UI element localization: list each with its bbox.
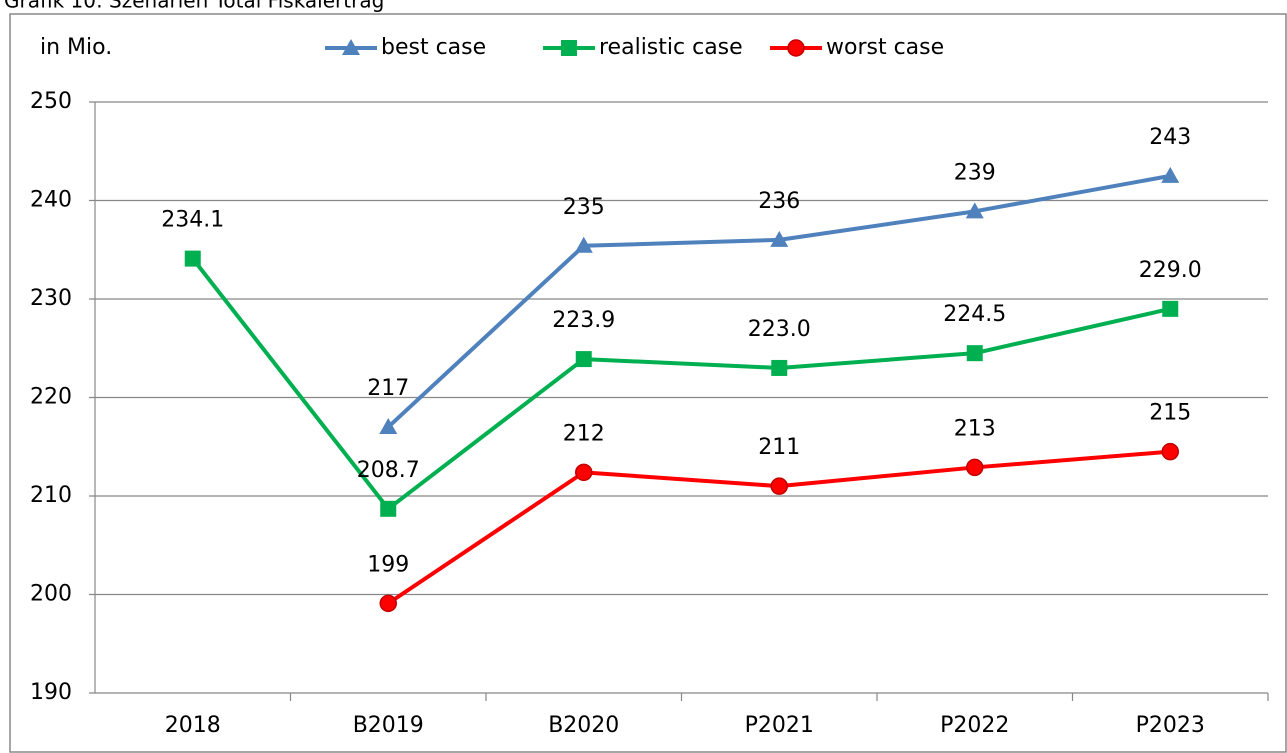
marker (184, 250, 201, 267)
data-label: 239 (954, 160, 996, 185)
marker (380, 500, 397, 517)
marker (379, 418, 398, 435)
marker (1161, 166, 1180, 183)
marker (575, 351, 592, 368)
series-line (191, 257, 1171, 511)
x-tick-label: 2018 (165, 713, 221, 738)
data-label: 215 (1149, 401, 1191, 426)
y-tick-label: 190 (30, 680, 72, 705)
legend-label: worst case (826, 35, 944, 60)
marker (575, 463, 593, 482)
legend-label: realistic case (599, 35, 743, 60)
marker (574, 236, 593, 253)
x-tick-label: P2023 (1136, 713, 1205, 738)
marker (965, 202, 984, 219)
legend-label: best case (381, 35, 486, 60)
y-tick-label: 240 (30, 188, 72, 213)
y-tick-label: 250 (30, 89, 72, 114)
data-label: 223.9 (552, 308, 615, 333)
data-label: 223.0 (748, 317, 811, 342)
data-label: 212 (563, 421, 605, 446)
data-label: 211 (758, 435, 800, 460)
marker (342, 39, 360, 55)
data-label: 217 (367, 376, 409, 401)
marker (966, 345, 983, 362)
y-tick-label: 210 (30, 483, 72, 508)
marker (770, 477, 788, 495)
data-label: 224.5 (943, 302, 1006, 327)
marker (561, 40, 577, 56)
chart-title: Grafik 10: Szenarien Total Fiskalertrag (4, 0, 384, 13)
data-label: 213 (954, 416, 996, 441)
y-tick-label: 200 (30, 582, 72, 607)
marker (771, 359, 788, 376)
data-label: 199 (367, 552, 409, 577)
data-label: 208.7 (357, 458, 420, 483)
marker (1161, 442, 1179, 461)
marker (1162, 300, 1179, 317)
y-tick-label: 220 (30, 385, 72, 410)
data-label: 234.1 (161, 208, 224, 233)
unit-annotation: in Mio. (40, 35, 112, 60)
x-tick-label: P2022 (940, 713, 1009, 738)
data-label: 243 (1149, 125, 1191, 150)
x-tick-label: B2019 (353, 713, 424, 738)
data-label: 235 (563, 195, 605, 220)
marker (966, 458, 984, 477)
marker (379, 594, 397, 613)
x-tick-label: P2021 (745, 713, 814, 738)
marker (787, 39, 805, 57)
data-label: 236 (758, 189, 800, 214)
marker (770, 230, 789, 247)
y-tick-label: 230 (30, 286, 72, 311)
chart-frame (9, 13, 1287, 753)
x-tick-label: B2020 (548, 713, 619, 738)
data-label: 229.0 (1139, 258, 1202, 283)
